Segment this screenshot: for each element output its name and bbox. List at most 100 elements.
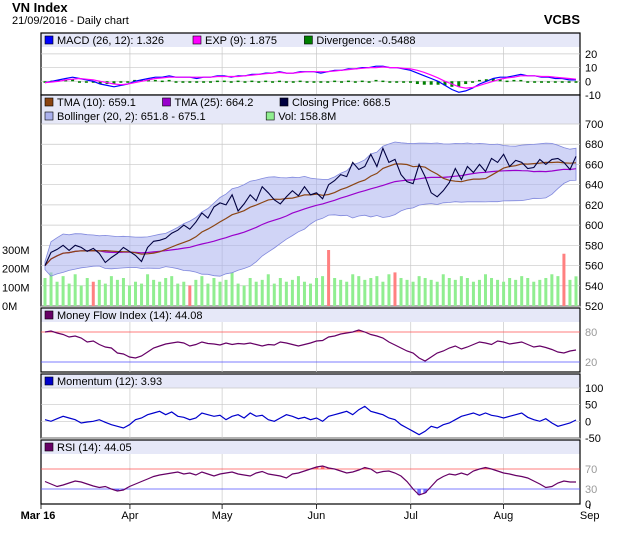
mfi-overbought-fill — [356, 330, 361, 332]
divergence-bar — [43, 81, 47, 83]
volume-bar — [272, 283, 276, 306]
volume-bar — [339, 279, 343, 306]
divergence-bar — [312, 81, 316, 83]
volume-bar — [399, 278, 403, 306]
volume-bar — [544, 278, 548, 306]
divergence-bar — [229, 81, 233, 83]
volume-bar — [296, 276, 300, 306]
divergence-bar — [57, 79, 61, 82]
volume-bar — [254, 281, 258, 306]
divergence-bar — [477, 79, 481, 82]
volume-bar — [290, 279, 294, 306]
divergence-bar — [319, 81, 323, 83]
rsi-ytick-0: 70 — [585, 464, 597, 476]
mfi-legend-swatch-0 — [44, 310, 54, 320]
divergence-bar — [333, 80, 337, 83]
x-tick-label-4: Jul — [404, 510, 418, 522]
volume-bar — [502, 281, 506, 306]
volume-bar — [429, 279, 433, 306]
divergence-bar — [567, 81, 571, 83]
divergence-bar — [202, 81, 206, 83]
mfi-legend-label-0: Money Flow Index (14): 44.08 — [57, 310, 203, 322]
volume-bar — [79, 285, 83, 306]
volume-bar — [405, 279, 409, 306]
volume-bar — [441, 274, 445, 306]
mfi-legend-bg — [41, 308, 580, 322]
divergence-bar — [374, 79, 378, 82]
price-row2-legend-label-0: Bollinger (20, 2): 651.8 - 675.1 — [57, 111, 206, 123]
volume-bar — [333, 278, 337, 306]
divergence-bar — [77, 81, 81, 83]
price-row2-legend-label-1: Vol: 158.8M — [278, 111, 336, 123]
rsi-oversold-fill — [115, 489, 120, 491]
divergence-bar — [305, 81, 309, 83]
divergence-bar — [540, 81, 544, 83]
volume-bar — [532, 281, 536, 306]
divergence-bar — [443, 81, 447, 86]
brand-label: VCBS — [543, 12, 580, 27]
divergence-bar — [574, 81, 578, 83]
volume-bar — [212, 278, 216, 306]
divergence-bar — [519, 79, 523, 82]
volume-ytick-1: 200M — [2, 264, 30, 276]
volume-bar — [140, 283, 144, 306]
volume-bar — [375, 276, 379, 306]
volume-bar — [556, 276, 560, 306]
volume-bar — [97, 279, 101, 306]
volume-bar — [411, 281, 415, 306]
chart-title: VN Index — [12, 0, 68, 15]
divergence-bar — [209, 81, 213, 83]
volume-bar — [260, 279, 264, 306]
volume-bar — [435, 281, 439, 306]
price-legend-label-2: Closing Price: 668.5 — [292, 97, 390, 109]
divergence-bar — [188, 81, 192, 83]
momentum-line — [44, 405, 577, 436]
divergence-bar — [133, 79, 137, 82]
divergence-bar — [277, 80, 281, 83]
macd-ytick-0: 20 — [585, 49, 597, 61]
rsi-overbought-fill — [320, 466, 325, 469]
volume-bar — [302, 281, 306, 306]
divergence-bar — [546, 81, 550, 83]
volume-bar — [146, 274, 150, 306]
volume-bar — [236, 283, 240, 306]
volume-bar — [266, 274, 270, 306]
exp-line — [44, 66, 577, 89]
volume-bar — [73, 274, 77, 306]
price-ytick-4: 620 — [585, 200, 603, 212]
momentum-legend-label-0: Momentum (12): 3.93 — [57, 376, 162, 388]
volume-bar — [170, 276, 174, 306]
divergence-bar — [71, 79, 75, 82]
rsi-ytick-2: 0 — [585, 499, 591, 511]
price-ytick-3: 640 — [585, 180, 603, 192]
divergence-bar — [160, 80, 164, 83]
volume-bar — [453, 279, 457, 306]
volume-bar — [182, 281, 186, 306]
volume-bar — [278, 278, 282, 306]
divergence-bar — [429, 81, 433, 85]
momentum-legend-swatch-0 — [44, 376, 54, 386]
volume-bar — [55, 281, 59, 306]
volume-bar — [327, 250, 331, 306]
divergence-bar — [222, 80, 226, 83]
rsi-overbought-fill — [314, 467, 319, 469]
macd-legend-swatch-0 — [44, 35, 54, 45]
divergence-bar — [167, 79, 171, 82]
volume-bar — [447, 278, 451, 306]
closing-price-line — [44, 146, 577, 266]
volume-bar — [242, 285, 246, 306]
volume-bar — [176, 283, 180, 306]
volume-bar — [345, 281, 349, 306]
volume-bar — [574, 276, 578, 306]
rsi-overbought-fill — [363, 467, 367, 469]
rsi-oversold-fill — [417, 489, 421, 495]
divergence-bar — [505, 80, 509, 83]
volume-bar — [471, 281, 475, 306]
price-ytick-2: 660 — [585, 159, 603, 171]
divergence-bar — [408, 81, 412, 83]
mfi-ytick-1: 20 — [585, 357, 597, 369]
volume-bar — [490, 278, 494, 306]
volume-bar — [206, 283, 210, 306]
volume-bar — [393, 272, 397, 306]
